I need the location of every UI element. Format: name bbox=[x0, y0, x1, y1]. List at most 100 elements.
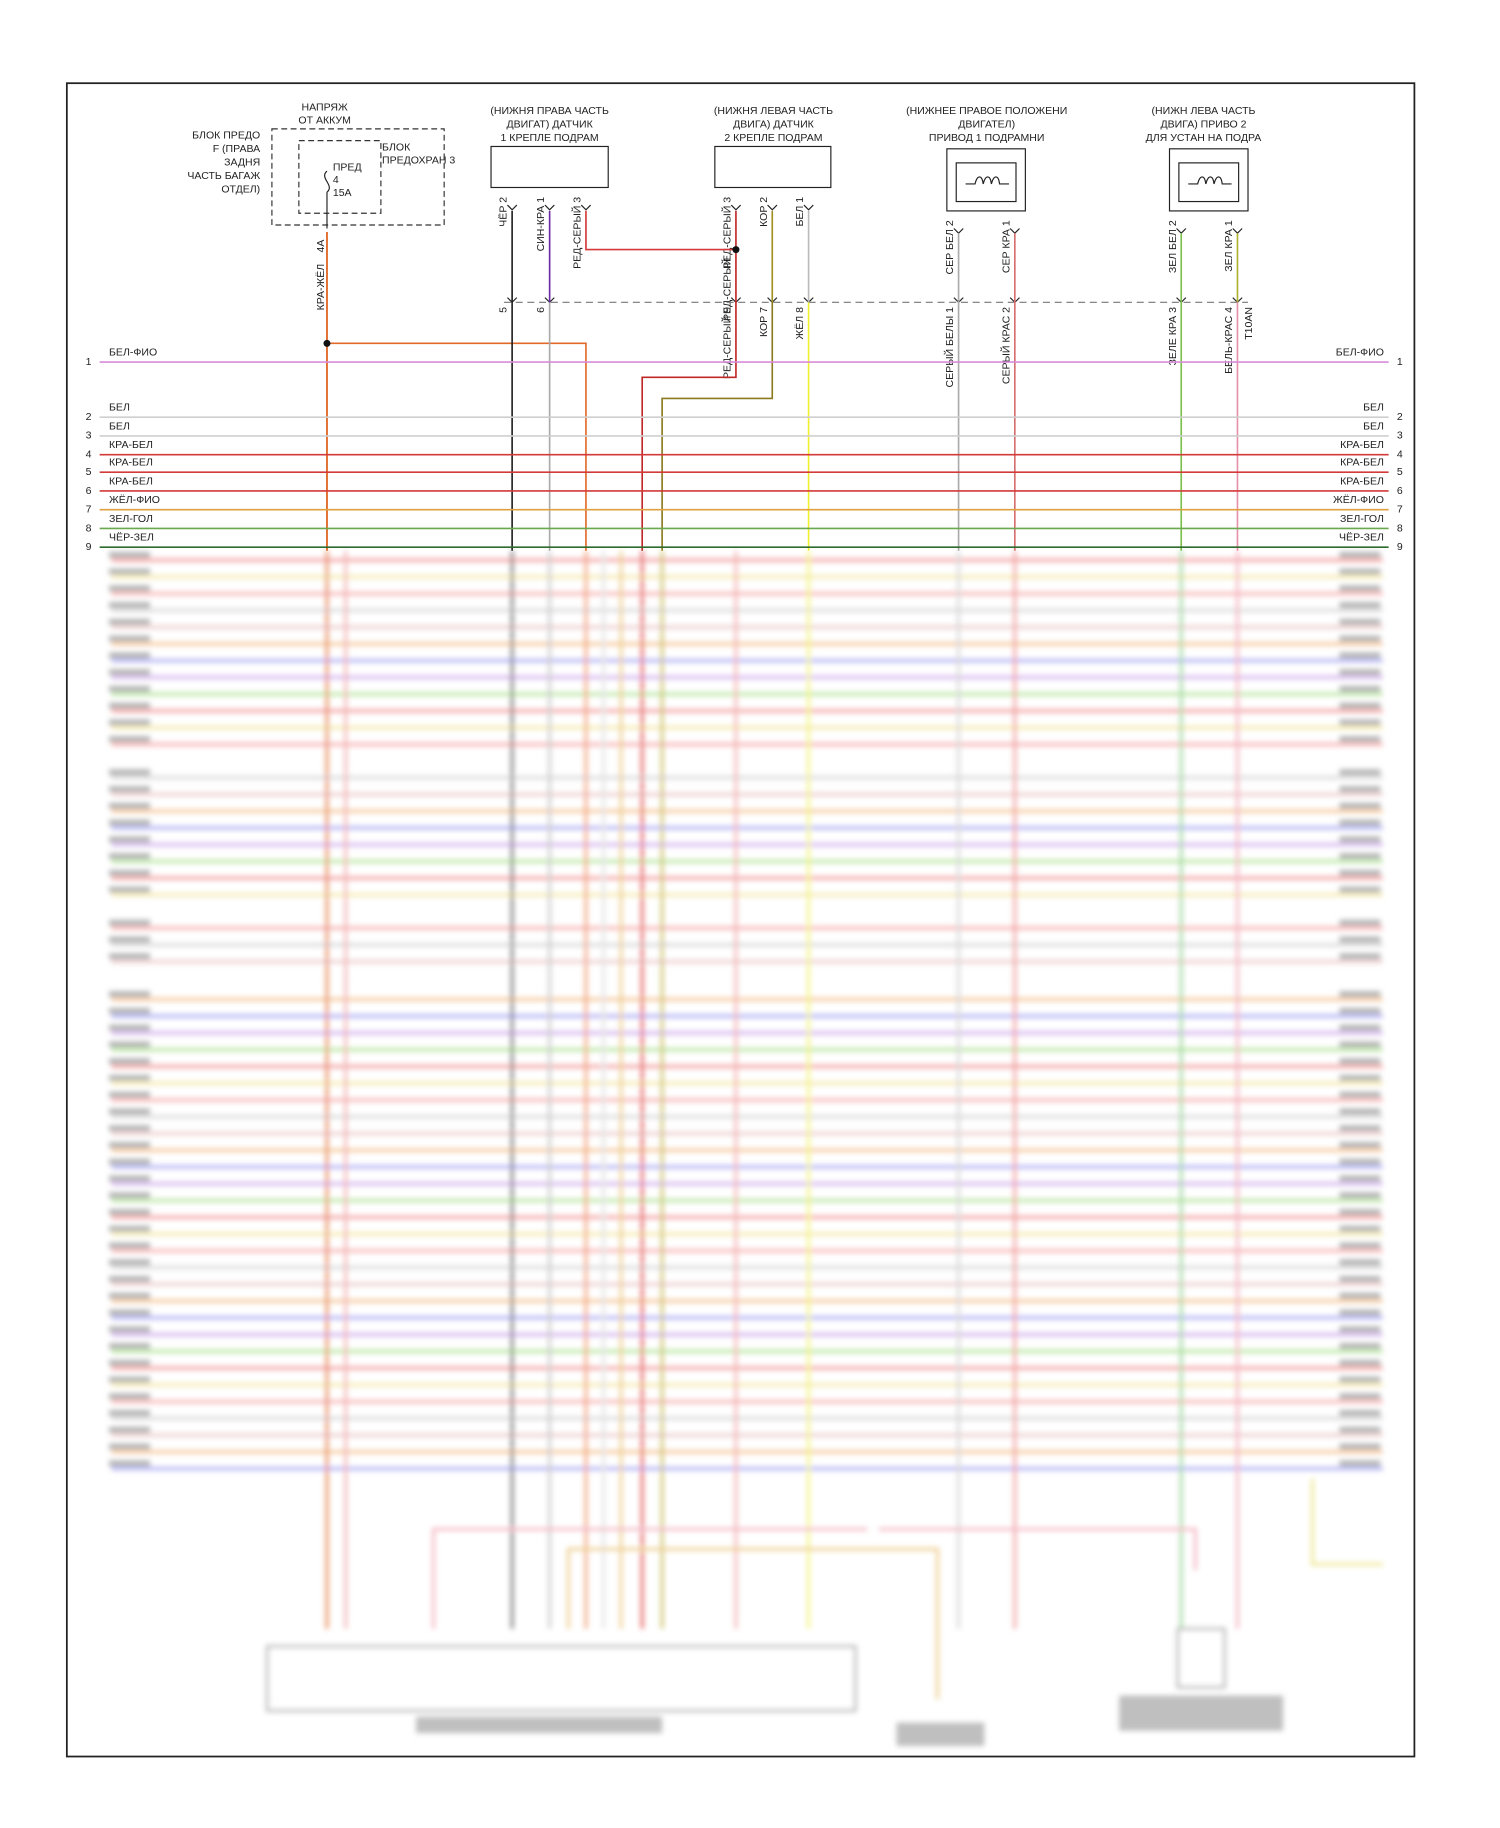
blurred-text bbox=[1339, 685, 1381, 692]
pin-label: СИН-КРА 1 bbox=[535, 197, 547, 252]
component-title: (НИЖН ЛЕВА ЧАСТЬ bbox=[1152, 105, 1256, 117]
component-title: ПРИВОД 1 ПОДРАМНИ bbox=[929, 132, 1045, 144]
bus-number: 5 bbox=[86, 466, 92, 478]
blurred-text bbox=[109, 1041, 151, 1048]
blurred-text bbox=[109, 1460, 151, 1467]
blurred-text bbox=[1339, 991, 1381, 998]
block-label: БЛОК bbox=[382, 141, 411, 153]
blurred-text bbox=[109, 1443, 151, 1450]
pin-label: РЕД-СЕРЫЙ 3 bbox=[721, 197, 734, 269]
actuator-inner bbox=[1178, 162, 1240, 203]
blurred-text bbox=[109, 1209, 151, 1215]
blurred-text bbox=[109, 819, 151, 826]
component-title: ДВИГА) ДАТЧИК bbox=[733, 119, 815, 131]
pin-chevron bbox=[767, 204, 778, 211]
blurred-text bbox=[1119, 1695, 1284, 1731]
blurred-text bbox=[109, 618, 151, 625]
blurred-text bbox=[1339, 1309, 1381, 1316]
blurred-text bbox=[1339, 1326, 1381, 1333]
blurred-text bbox=[1339, 1343, 1381, 1349]
fuse-label: 15A bbox=[333, 187, 352, 199]
lower-pin-label: 6 bbox=[535, 307, 547, 313]
blurred-text bbox=[1339, 886, 1381, 893]
lower-pin-label: ЗЕЛЕ КРА 3 bbox=[1167, 307, 1179, 366]
blurred-text bbox=[109, 602, 151, 609]
blurred-text bbox=[1339, 1192, 1381, 1199]
pin-label: ЗЕЛ КРА 1 bbox=[1223, 220, 1235, 272]
blurred-text bbox=[1339, 1158, 1381, 1165]
pin-label: СЕР КРА 1 bbox=[1000, 220, 1012, 273]
bus-number: 7 bbox=[1397, 504, 1403, 516]
blurred-module bbox=[266, 1645, 857, 1712]
bus-label: БЕЛ bbox=[109, 402, 130, 414]
blurred-text bbox=[1339, 1410, 1381, 1416]
blurred-text bbox=[109, 1359, 151, 1366]
blurred-text bbox=[109, 1192, 151, 1199]
bus-label: КРА-БЕЛ bbox=[1340, 439, 1384, 451]
component-box bbox=[714, 145, 832, 189]
blurred-text bbox=[109, 853, 151, 860]
blurred-text bbox=[109, 1091, 151, 1098]
blurred-text bbox=[109, 685, 151, 692]
blurred-text bbox=[1339, 1292, 1381, 1299]
wire bbox=[585, 210, 736, 251]
bus-number: 8 bbox=[86, 522, 92, 534]
blurred-text bbox=[1339, 1108, 1381, 1115]
blurred-text bbox=[1339, 836, 1381, 843]
blurred-text bbox=[1339, 802, 1381, 809]
blurred-text bbox=[109, 635, 151, 642]
bus-label: КРА-БЕЛ bbox=[109, 475, 153, 487]
blurred-text bbox=[109, 736, 151, 743]
location-label: ЗАДНЯ bbox=[224, 157, 260, 169]
blurred-text bbox=[1339, 1426, 1381, 1433]
blurred-text bbox=[1339, 1041, 1381, 1048]
bus-number: 4 bbox=[86, 448, 92, 460]
frame bbox=[65, 82, 1416, 1758]
blurred-text bbox=[109, 568, 151, 575]
bus-label: БЕЛ bbox=[1363, 402, 1384, 414]
blurred-text bbox=[109, 1225, 151, 1232]
blurred-text bbox=[109, 1343, 151, 1349]
blurred-text bbox=[1339, 1443, 1381, 1450]
blurred-text bbox=[1339, 1091, 1381, 1098]
blurred-text bbox=[109, 1058, 151, 1065]
blurred-text bbox=[109, 551, 151, 558]
blurred-text bbox=[1339, 1359, 1381, 1366]
blurred-text bbox=[109, 1326, 151, 1333]
blurred-text bbox=[1339, 919, 1381, 926]
bus-label: ЖЁЛ-ФИО bbox=[109, 494, 160, 506]
blurred-text bbox=[109, 1175, 151, 1182]
pin-label: БЕЛ 1 bbox=[794, 197, 806, 227]
blurred-text bbox=[1339, 1125, 1381, 1132]
blurred-text bbox=[109, 719, 151, 726]
bus-label: ЖЁЛ-ФИО bbox=[1333, 494, 1384, 506]
splice-dot bbox=[732, 246, 740, 254]
fuse-block-inner bbox=[298, 140, 382, 214]
blurred-text bbox=[1339, 819, 1381, 826]
blurred-text bbox=[109, 652, 151, 659]
component-title: ДВИГАТЕЛ) bbox=[958, 119, 1015, 131]
bus-number: 1 bbox=[1397, 356, 1403, 368]
pin-label: КОР 2 bbox=[758, 197, 770, 227]
component-title: ДВИГА) ПРИВО 2 bbox=[1160, 119, 1246, 131]
blurred-text bbox=[109, 869, 151, 876]
wire bbox=[641, 210, 737, 551]
bus-label: БЕЛ bbox=[1363, 420, 1384, 432]
pin-label: ЗЕЛ БЕЛ 2 bbox=[1167, 220, 1179, 273]
blurred-text bbox=[1339, 1058, 1381, 1065]
fuse-label: 4 bbox=[333, 174, 339, 186]
bus-number: 9 bbox=[86, 541, 92, 553]
pin-chevron bbox=[507, 204, 518, 211]
wire bbox=[326, 342, 587, 551]
blurred-text bbox=[109, 669, 151, 676]
location-label: БЛОК ПРЕДО bbox=[192, 130, 260, 142]
location-label: F (ПРАВА bbox=[213, 143, 260, 155]
blurred-text bbox=[1339, 1259, 1381, 1266]
blurred-text bbox=[109, 802, 151, 809]
bus-number: 7 bbox=[86, 504, 92, 516]
bus-number: 3 bbox=[1397, 430, 1403, 442]
blurred-text bbox=[1339, 585, 1381, 592]
blurred-text bbox=[896, 1722, 985, 1746]
blurred-text bbox=[1339, 1142, 1381, 1148]
